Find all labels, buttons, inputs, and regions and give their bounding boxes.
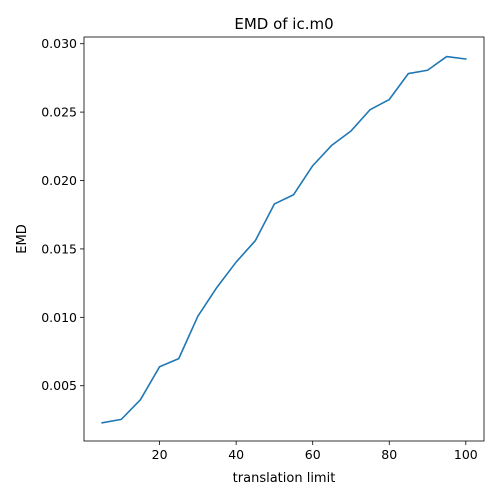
x-axis-label: translation limit bbox=[233, 471, 336, 486]
y-tick-label: 0.010 bbox=[41, 310, 77, 325]
series-layer bbox=[101, 55, 467, 424]
x-tick-label: 80 bbox=[381, 447, 397, 462]
x-axis-ticks: 20 40 60 80 100 bbox=[152, 441, 478, 462]
x-tick-label: 40 bbox=[228, 447, 244, 462]
series-line bbox=[101, 55, 467, 424]
x-tick-label: 20 bbox=[152, 447, 168, 462]
y-tick-label: 0.015 bbox=[41, 241, 77, 256]
plot-area: 20 40 60 80 100 0.0050.0100.0150.0200.0250.0… bbox=[41, 36, 485, 462]
axes-frame bbox=[83, 36, 485, 442]
x-tick-label: 100 bbox=[454, 447, 478, 462]
y-tick-label: 0.005 bbox=[41, 378, 77, 393]
y-axis-ticks: 0.005 0.010 0.015 0.020 0.025 0.030 bbox=[41, 36, 84, 393]
chart-title: EMD of ic.m0 bbox=[234, 15, 333, 33]
y-tick-label: 0.025 bbox=[41, 105, 77, 120]
y-tick-label: 0.030 bbox=[41, 36, 77, 51]
y-tick-label: 0.020 bbox=[41, 173, 77, 188]
x-tick-label: 60 bbox=[305, 447, 321, 462]
y-axis-label: EMD bbox=[15, 224, 30, 253]
